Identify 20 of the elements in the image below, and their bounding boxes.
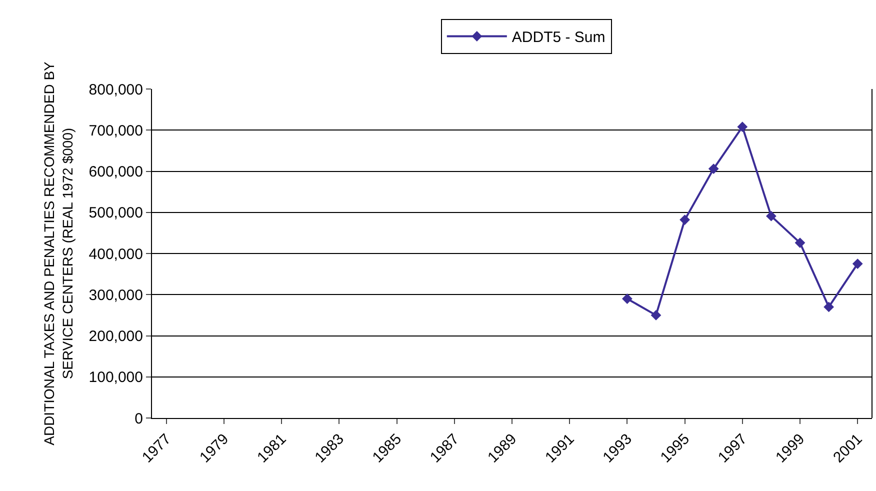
point (737, 122, 748, 132)
point (622, 294, 632, 304)
y-tick-label: 700,000 (88, 122, 143, 140)
y-tick-label: 800,000 (88, 81, 143, 98)
legend-label: ADDT5 - Sum (512, 29, 606, 46)
point (852, 258, 863, 269)
y-tick-label: 600,000 (88, 164, 143, 180)
point (680, 214, 690, 225)
point (650, 310, 662, 320)
point (794, 238, 806, 248)
point (708, 164, 719, 174)
y-tick-label: 300,000 (88, 286, 143, 304)
y-tick-label: 200,000 (88, 328, 143, 345)
y-tick-label: 100,000 (88, 369, 143, 386)
point (766, 210, 776, 222)
y-tick-label: 0 (134, 410, 143, 428)
y-tick-label: 500,000 (88, 204, 143, 222)
point (824, 302, 834, 312)
y-tick-label: 400,000 (88, 246, 143, 263)
y-axis-title: ADDITIONAL TAXES AND PENALTIES RECOMMENDED BY SERVICE CENTERS (REAL 1972 $000) (41, 60, 76, 446)
